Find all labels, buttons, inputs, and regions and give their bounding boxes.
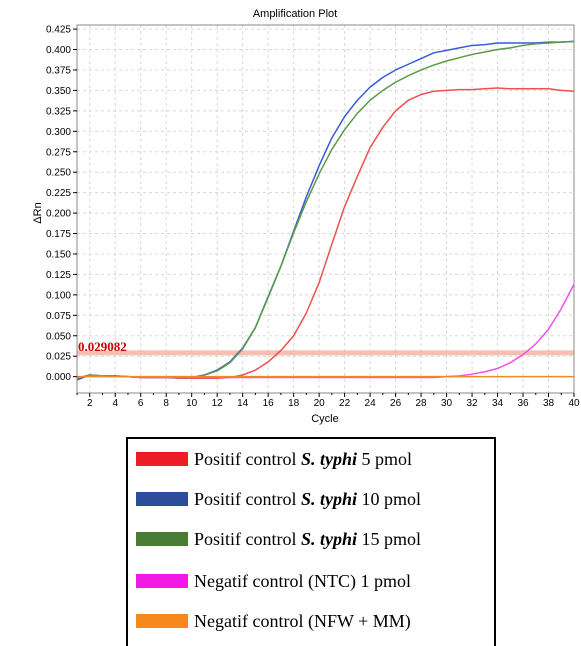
legend-label-prefix: Positif control bbox=[194, 448, 301, 469]
threshold: 0.029082 bbox=[77, 339, 574, 356]
threshold-label: 0.029082 bbox=[78, 339, 127, 354]
x-tick-label: 14 bbox=[237, 398, 249, 409]
series-lines bbox=[76, 40, 575, 381]
y-axis-label: ΔRn bbox=[32, 202, 44, 223]
y-tick-label: 0.325 bbox=[46, 106, 71, 117]
x-tick-label: 10 bbox=[186, 398, 198, 409]
legend-item: Positif control S. typhi 5 pmol bbox=[136, 447, 412, 471]
legend-label-prefix: Negatif control (NFW + MM) bbox=[194, 610, 411, 631]
x-tick-label: 6 bbox=[138, 398, 144, 409]
series-line bbox=[76, 40, 575, 381]
legend: Positif control S. typhi 5 pmol Positif … bbox=[126, 437, 496, 646]
plot-area-frame bbox=[76, 24, 575, 394]
legend-label-italic: S. typhi bbox=[301, 528, 358, 549]
legend-label: Negatif control (NTC) 1 pmol bbox=[194, 571, 411, 592]
legend-item: Negatif control (NFW + MM) bbox=[136, 609, 411, 633]
y-tick-label: 0.350 bbox=[46, 86, 71, 97]
x-axis-ticks: 2 4 6 8 10 12 14 16 18 20 22 24 26 28 30 32 34 36 38 40 bbox=[76, 393, 580, 409]
x-tick-label: 30 bbox=[441, 398, 453, 409]
y-tick-label: 0.400 bbox=[46, 45, 71, 56]
legend-swatch bbox=[136, 492, 188, 506]
x-tick-label: 38 bbox=[543, 398, 555, 409]
y-tick-label: 0.200 bbox=[46, 209, 71, 220]
legend-swatch bbox=[136, 532, 188, 546]
chart-title: Amplification Plot bbox=[253, 8, 337, 20]
y-tick-label: 0.150 bbox=[46, 249, 71, 260]
legend-swatch bbox=[136, 452, 188, 466]
x-tick-label: 24 bbox=[365, 398, 377, 409]
y-tick-label: 0.225 bbox=[46, 188, 71, 199]
y-tick-label: 0.375 bbox=[46, 65, 71, 76]
x-tick-label: 34 bbox=[492, 398, 504, 409]
legend-label-suffix: 10 pmol bbox=[357, 488, 422, 509]
y-tick-label: 0.025 bbox=[46, 352, 71, 363]
legend-swatch bbox=[136, 614, 188, 628]
grid-lines bbox=[77, 25, 575, 393]
legend-item: Positif control S. typhi 10 pmol bbox=[136, 487, 421, 511]
legend-label: Negatif control (NFW + MM) bbox=[194, 611, 411, 632]
x-tick-label: 4 bbox=[112, 398, 118, 409]
x-tick-label: 16 bbox=[263, 398, 275, 409]
y-tick-label: 0.250 bbox=[46, 168, 71, 179]
legend-label-italic: S. typhi bbox=[301, 488, 358, 509]
x-tick-label: 40 bbox=[568, 398, 580, 409]
legend-label-prefix: Negatif control (NTC) 1 pmol bbox=[194, 570, 411, 591]
x-tick-label: 20 bbox=[314, 398, 326, 409]
series-line bbox=[76, 283, 575, 379]
legend-label: Positif control S. typhi 10 pmol bbox=[194, 489, 421, 510]
x-tick-label: 12 bbox=[212, 398, 224, 409]
y-tick-label: 0.000 bbox=[46, 372, 71, 383]
x-tick-label: 26 bbox=[390, 398, 402, 409]
x-tick-label: 22 bbox=[339, 398, 351, 409]
x-tick-label: 8 bbox=[163, 398, 169, 409]
legend-item: Positif control S. typhi 15 pmol bbox=[136, 527, 421, 551]
y-tick-label: 0.425 bbox=[46, 25, 71, 36]
y-tick-label: 0.075 bbox=[46, 311, 71, 322]
legend-label-prefix: Positif control bbox=[194, 528, 301, 549]
legend-label-suffix: 5 pmol bbox=[357, 448, 413, 469]
y-tick-label: 0.125 bbox=[46, 270, 71, 281]
legend-label: Positif control S. typhi 15 pmol bbox=[194, 529, 421, 550]
x-tick-label: 32 bbox=[466, 398, 478, 409]
y-tick-label: 0.300 bbox=[46, 127, 71, 138]
x-tick-label: 28 bbox=[416, 398, 428, 409]
legend-item: Negatif control (NTC) 1 pmol bbox=[136, 569, 411, 593]
y-axis-ticks: 0.000 0.025 0.050 0.075 0.100 0.125 0.150 0.175… bbox=[46, 25, 77, 383]
legend-label-prefix: Positif control bbox=[194, 488, 301, 509]
y-tick-label: 0.050 bbox=[46, 331, 71, 342]
y-tick-label: 0.100 bbox=[46, 290, 71, 301]
series-line bbox=[76, 40, 575, 380]
x-tick-label: 18 bbox=[288, 398, 300, 409]
legend-label-suffix: 15 pmol bbox=[357, 528, 422, 549]
legend-swatch bbox=[136, 574, 188, 588]
legend-label: Positif control S. typhi 5 pmol bbox=[194, 449, 412, 470]
x-axis-label: Cycle bbox=[311, 413, 339, 425]
x-tick-label: 36 bbox=[517, 398, 529, 409]
legend-label-italic: S. typhi bbox=[301, 448, 358, 469]
y-tick-label: 0.175 bbox=[46, 229, 71, 240]
amplification-plot: Amplification Plot 0.029082 0.0000.0250.… bbox=[32, 8, 580, 425]
x-tick-label: 2 bbox=[87, 398, 93, 409]
y-tick-label: 0.275 bbox=[46, 147, 71, 158]
